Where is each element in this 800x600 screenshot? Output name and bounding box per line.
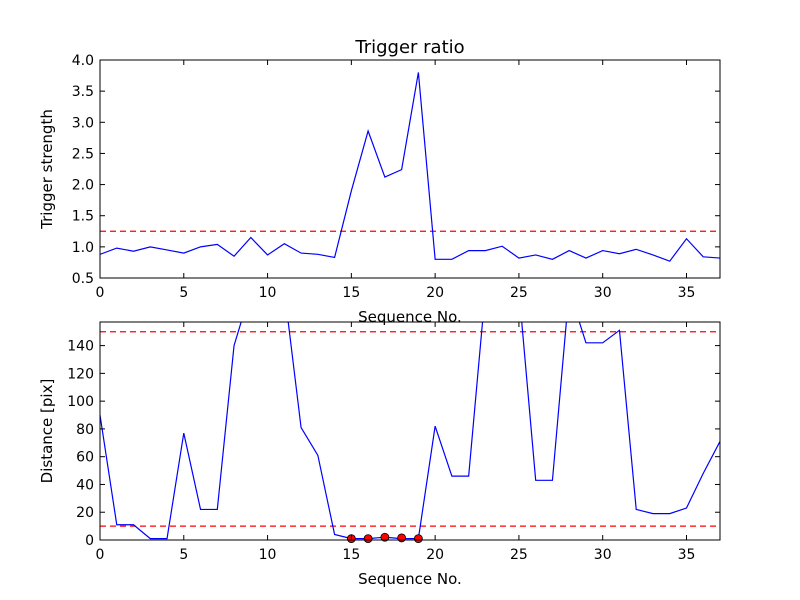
distance-plot: 0 5 10 15 20 25 30 35 0 20 40 60 80 100 120 140 Sequence… xyxy=(38,321,721,588)
trigger-x-tick-label: 5 xyxy=(179,285,188,301)
distance-y-tick-label: 120 xyxy=(67,366,94,382)
trigger-x-tick-label: 20 xyxy=(426,285,444,301)
distance-x-tick-label: 35 xyxy=(678,547,696,563)
trigger-y-tick-label: 4.0 xyxy=(72,53,94,69)
distance-x-tick-label: 5 xyxy=(179,547,188,563)
distance-x-tick-label: 0 xyxy=(96,547,105,563)
trigger-axes-frame xyxy=(99,59,721,279)
distance-y-tick-label: 80 xyxy=(76,422,94,438)
distance-y-tick-label: 0 xyxy=(85,533,94,549)
distance-y-tick-label: 140 xyxy=(67,339,94,355)
trigger-x-tick-label: 25 xyxy=(510,285,528,301)
trigger-x-tick-label: 35 xyxy=(678,285,696,301)
trigger-ratio-plot: 0 5 10 15 20 25 30 35 0.5 1.0 1.5 2.0 2.5 3.0 3.5 4.0 Se… xyxy=(38,53,721,326)
distance-marker-point xyxy=(363,534,373,544)
distance-y-tick-label: 20 xyxy=(76,505,94,521)
distance-y-axis-label: Distance [pix] xyxy=(38,379,56,484)
trigger-y-tick-label: 2.5 xyxy=(72,146,94,162)
trigger-y-tick-label: 0.5 xyxy=(72,271,94,287)
trigger-x-tick-label: 0 xyxy=(96,285,105,301)
trigger-y-tick-label: 2.0 xyxy=(72,178,94,194)
trigger-x-tick-label: 15 xyxy=(342,285,360,301)
chart-title: Trigger ratio xyxy=(354,37,464,58)
trigger-y-tick-label: 1.5 xyxy=(72,209,94,225)
trigger-x-axis-label: Sequence No. xyxy=(358,308,462,326)
distance-marker-point xyxy=(397,533,407,543)
trigger-y-tick-label: 3.0 xyxy=(72,115,94,131)
distance-marker-point xyxy=(380,532,390,542)
distance-x-tick-label: 10 xyxy=(259,547,277,563)
trigger-y-tick-label: 3.5 xyxy=(72,84,94,100)
distance-plot-area xyxy=(100,322,720,540)
distance-series-line-0 xyxy=(100,322,720,540)
distance-x-tick-label: 25 xyxy=(510,547,528,563)
distance-y-tick-label: 100 xyxy=(67,394,94,410)
trigger-x-tick-label: 10 xyxy=(259,285,277,301)
distance-x-axis-label: Sequence No. xyxy=(358,570,462,588)
distance-x-tick-label: 20 xyxy=(426,547,444,563)
trigger-y-tick-label: 1.0 xyxy=(72,240,94,256)
trigger-plot-area xyxy=(100,72,720,262)
distance-marker-point xyxy=(413,534,423,544)
distance-axes-frame xyxy=(99,321,721,541)
trigger-x-tick-label: 30 xyxy=(594,285,612,301)
distance-x-tick-label: 15 xyxy=(342,547,360,563)
distance-y-tick-label: 60 xyxy=(76,450,94,466)
trigger-y-axis-label: Trigger strength xyxy=(38,109,56,230)
distance-y-tick-label: 40 xyxy=(76,477,94,493)
trigger-series-line-0 xyxy=(100,72,720,262)
distance-x-tick-label: 30 xyxy=(594,547,612,563)
